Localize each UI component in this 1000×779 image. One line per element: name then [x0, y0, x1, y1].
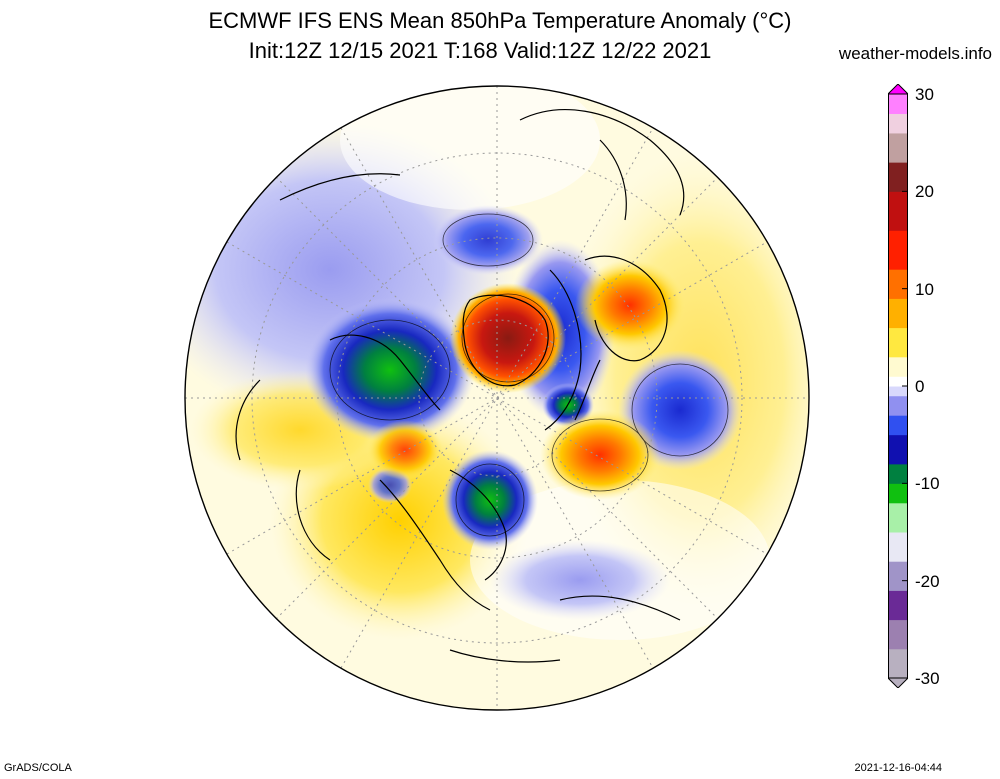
colorbar-tick-label: 30 — [915, 85, 934, 104]
colorbar-segment — [888, 376, 908, 387]
colorbar-tick-label: -30 — [915, 669, 940, 688]
colorbar-segment — [888, 532, 908, 562]
colorbar-segment — [888, 230, 908, 270]
colorbar-segment — [888, 395, 908, 416]
anomaly-field — [185, 86, 809, 710]
colorbar-tick-label: 10 — [915, 279, 934, 299]
colorbar-segment — [888, 590, 908, 621]
colorbar-segment — [888, 191, 908, 231]
map-border — [184, 85, 810, 711]
colorbar-segment — [888, 132, 908, 163]
colorbar-segment — [888, 113, 908, 134]
colorbar-segment — [888, 386, 908, 397]
colorbar-segment — [888, 269, 908, 299]
colorbar-tick-label: 20 — [915, 182, 934, 202]
colorbar-segment — [888, 162, 908, 192]
colorbar-segment — [888, 561, 908, 591]
colorbar-tick-label: 0 — [915, 377, 925, 396]
colorbar — [888, 84, 908, 688]
credit-text: weather-models.info — [838, 44, 992, 63]
colorbar-tick-label: -10 — [915, 474, 940, 494]
map-title: ECMWF IFS ENS Mean 850hPa Temperature An… — [208, 8, 792, 33]
colorbar-min-arrow — [888, 677, 908, 688]
contours — [329, 213, 729, 537]
colorbar-segment — [888, 483, 908, 504]
colorbar-segment — [888, 619, 908, 650]
colorbar-segment — [888, 94, 908, 114]
coastlines — [235, 109, 685, 663]
graticule — [185, 86, 809, 710]
colorbar-max-arrow — [888, 84, 908, 95]
software-credit: GrADS/COLA — [4, 762, 72, 774]
colorbar-segment — [888, 502, 908, 533]
generated-timestamp: 2021-12-16-04:44 — [854, 762, 942, 774]
colorbar-segment — [888, 463, 908, 484]
colorbar-segment — [888, 298, 908, 329]
map-subtitle: Init:12Z 12/15 2021 T:168 Valid:12Z 12/2… — [248, 38, 712, 63]
colorbar-tick-label: -20 — [915, 571, 940, 591]
colorbar-segment — [888, 356, 908, 377]
colorbar-segment — [888, 327, 908, 358]
colorbar-segment — [888, 434, 908, 465]
colorbar-segment — [888, 648, 908, 679]
colorbar-segment — [888, 415, 908, 436]
